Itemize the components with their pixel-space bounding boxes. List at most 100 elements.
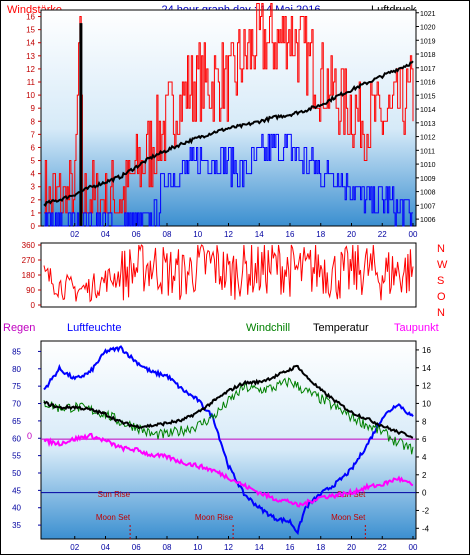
pressure-tick-label: 1013: [420, 121, 436, 128]
pressure-tick-label: 1015: [420, 93, 436, 100]
temperature-tick-label: 14: [422, 364, 431, 373]
legend-regen: Regen: [3, 322, 35, 334]
wind-tick-label: 8: [31, 117, 36, 126]
humidity-tick-label: 70: [12, 400, 21, 409]
astro-annotation: Sun Rise: [98, 490, 131, 499]
wind-tick-label: 16: [26, 13, 35, 22]
time-tick-label: 20: [347, 230, 356, 239]
wind-tick-label: 10: [26, 91, 35, 100]
time-tick-label: 08: [163, 230, 172, 239]
time-tick-label: 16: [286, 543, 295, 552]
temperature-tick-label: 2: [422, 471, 427, 480]
time-tick-label: 00: [409, 230, 418, 239]
time-tick-label: 08: [163, 543, 172, 552]
time-tick-label: 12: [224, 230, 233, 239]
compass-label: S: [437, 275, 444, 287]
humidity-tick-label: 50: [12, 469, 21, 478]
rain-zero-label: 0: [27, 431, 32, 441]
humidity-tick-label: 45: [12, 486, 21, 495]
humidity-tick-label: 55: [12, 452, 21, 461]
astro-annotation: Moon Set: [331, 513, 366, 522]
time-tick-label: 16: [286, 230, 295, 239]
compass-label: N: [437, 243, 445, 255]
humidity-tick-label: 35: [12, 521, 21, 530]
pressure-tick-label: 1009: [420, 176, 436, 183]
pressure-tick-label: 1020: [420, 25, 436, 32]
compass-label: N: [437, 307, 445, 319]
humidity-tick-label: 65: [12, 417, 21, 426]
wind-tick-label: 1: [31, 209, 36, 218]
series-direction-line: [43, 244, 414, 303]
humidity-tick-label: 40: [12, 504, 21, 513]
humidity-tick-label: 75: [12, 382, 21, 391]
pressure-tick-label: 1006: [420, 217, 436, 224]
humidity-tick-label: 85: [12, 347, 21, 356]
pressure-tick-label: 1018: [420, 52, 436, 59]
wind-tick-label: 7: [31, 130, 36, 139]
series-pressure-line: [43, 60, 414, 207]
time-tick-label: 18: [316, 230, 325, 239]
wind-tick-label: 4: [31, 170, 36, 179]
compass-label: W: [437, 259, 448, 271]
time-tick-label: 10: [193, 543, 202, 552]
time-tick-label: 18: [316, 543, 325, 552]
direction-tick-label: 90: [26, 286, 35, 295]
wind-tick-label: 13: [26, 52, 35, 61]
temperature-tick-label: -4: [422, 524, 430, 533]
pressure-tick-label: 1008: [420, 190, 436, 197]
temperature-tick-label: 8: [422, 417, 427, 426]
direction-series: [43, 244, 414, 303]
series-windchill-line: [43, 377, 414, 455]
legend-temperatur: Temperatur: [313, 322, 369, 334]
series-average-line: [44, 133, 413, 227]
direction-panel: [40, 242, 417, 308]
time-tick-label: 22: [378, 230, 387, 239]
time-tick-label: 06: [132, 230, 141, 239]
series-dewpoint-line: [43, 432, 414, 508]
wind-tick-label: 14: [26, 39, 35, 48]
time-tick-label: 22: [378, 543, 387, 552]
series-humidity-line: [43, 345, 414, 536]
pressure-tick-label: 1021: [420, 11, 436, 18]
wind-series: [43, 3, 414, 227]
pressure-tick-label: 1007: [420, 203, 436, 210]
pressure-tick-label: 1010: [420, 162, 436, 169]
series-gust-line: [44, 3, 414, 214]
time-tick-label: 02: [70, 543, 79, 552]
time-tick-label: 14: [255, 543, 264, 552]
direction-tick-label: 360: [22, 241, 36, 250]
temperature-tick-label: 4: [422, 453, 427, 462]
temperature-tick-label: 12: [422, 382, 431, 391]
pressure-tick-label: 1011: [420, 148, 435, 155]
astro-annotation: Moon Set: [96, 513, 131, 522]
wind-tick-label: 11: [27, 78, 36, 87]
legend-luftfeuchte: Luftfeuchte: [67, 322, 121, 334]
pressure-tick-label: 1019: [420, 38, 436, 45]
compass-label: O: [437, 291, 446, 303]
wind-tick-label: 12: [26, 65, 35, 74]
temperature-tick-label: 10: [422, 399, 431, 408]
time-tick-label: 10: [193, 230, 202, 239]
direction-tick-label: 180: [22, 271, 36, 280]
time-tick-label: 20: [347, 543, 356, 552]
time-tick-label: 04: [101, 230, 110, 239]
temperature-tick-label: -2: [422, 506, 430, 515]
wind-tick-label: 2: [31, 196, 36, 205]
wind-tick-label: 15: [26, 26, 35, 35]
legend-windchill: Windchill: [246, 322, 290, 334]
time-tick-label: 04: [101, 543, 110, 552]
direction-tick-label: 0: [31, 301, 36, 310]
humidity-tick-label: 60: [12, 434, 21, 443]
series-temperature-line: [43, 364, 414, 439]
temperature-panel: [40, 340, 417, 540]
legend-taupunkt: Taupunkt: [394, 322, 439, 334]
time-tick-label: 12: [224, 543, 233, 552]
humidity-tick-label: 80: [12, 365, 21, 374]
temperature-tick-label: 16: [422, 346, 431, 355]
direction-tick-label: 270: [22, 256, 36, 265]
wind-tick-label: 3: [31, 183, 36, 192]
wind-tick-label: 6: [31, 143, 36, 152]
